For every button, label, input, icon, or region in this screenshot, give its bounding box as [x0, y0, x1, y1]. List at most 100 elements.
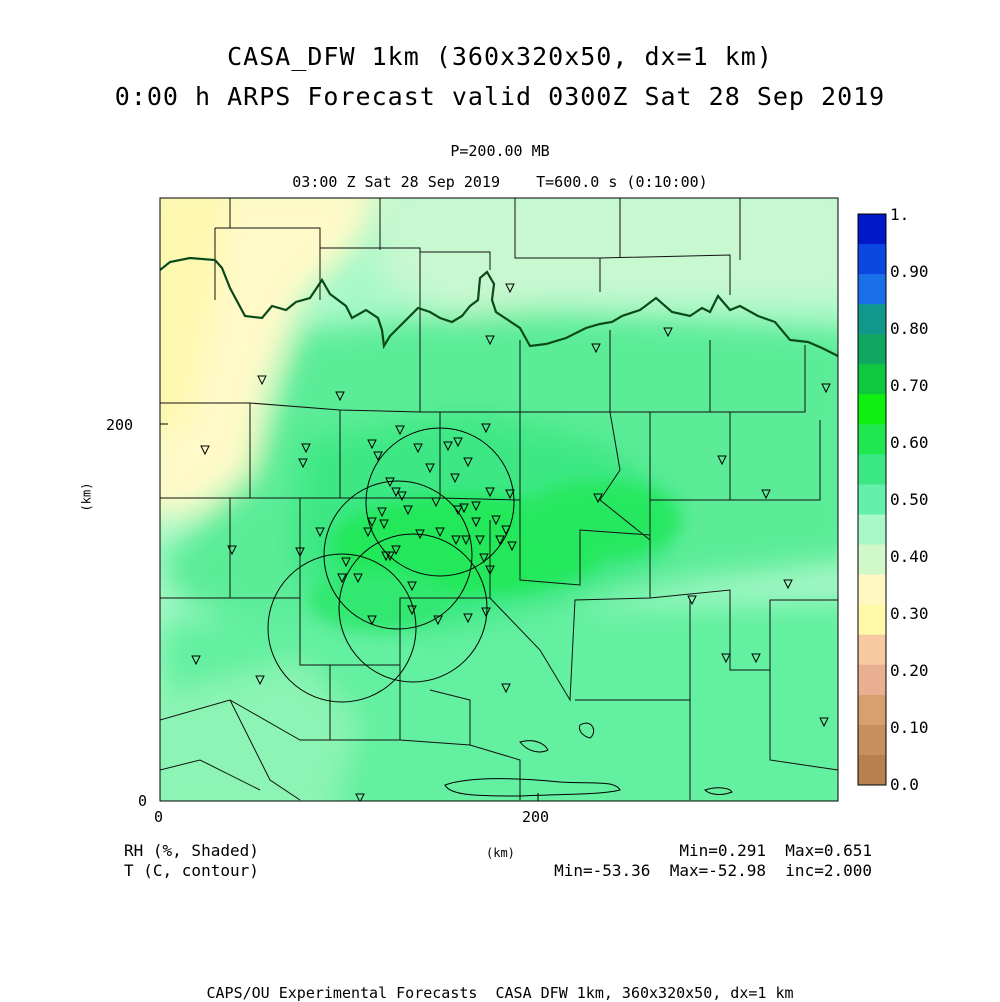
colorbar-label: 0.30 — [890, 604, 929, 623]
station-marker — [341, 557, 351, 568]
colorbar-swatch — [858, 334, 886, 365]
station-marker — [761, 489, 771, 500]
station-marker — [663, 327, 673, 338]
colorbar-swatch — [858, 424, 886, 455]
station-marker — [461, 535, 471, 546]
plot-title-line2: 0:00 h ARPS Forecast valid 0300Z Sat 28 … — [114, 82, 886, 111]
colorbar-label: 0.20 — [890, 661, 929, 680]
station-marker — [453, 505, 463, 516]
station-marker — [391, 545, 401, 556]
station-marker — [395, 425, 405, 436]
rh-stats: Min=0.291 Max=0.651 — [679, 841, 872, 860]
station-marker — [255, 675, 265, 686]
station-marker — [463, 457, 473, 468]
x-tick-200: 200 — [522, 808, 550, 826]
colorbar-swatch — [858, 634, 886, 666]
colorbar-label: 0.80 — [890, 319, 929, 338]
colorbar-swatch — [858, 514, 886, 546]
station-marker — [379, 519, 389, 530]
station-marker — [491, 515, 501, 526]
station-marker — [295, 547, 305, 558]
station-marker — [335, 391, 345, 402]
station-marker — [377, 507, 387, 518]
station-marker — [475, 535, 485, 546]
station-marker — [751, 653, 761, 664]
valid-time: 03:00 Z Sat 28 Sep 2019 T=600.0 s (0:10:… — [292, 173, 708, 191]
station-marker — [821, 383, 831, 394]
station-marker — [425, 463, 435, 474]
station-marker — [227, 545, 237, 556]
station-marker — [501, 683, 511, 694]
pressure-level: P=200.00 MB — [450, 142, 550, 160]
station-marker — [257, 375, 267, 386]
rh-shading — [160, 198, 838, 801]
y-tick-0: 0 — [138, 792, 148, 810]
colorbar-label: 0.50 — [890, 490, 929, 509]
station-marker — [363, 527, 373, 538]
colorbar — [857, 213, 887, 786]
station-marker — [593, 493, 603, 504]
station-marker — [353, 573, 363, 584]
colorbar-swatch — [858, 454, 886, 485]
station-marker — [495, 535, 505, 546]
lake-outlines — [444, 722, 733, 797]
station-marker — [485, 565, 495, 576]
colorbar-swatch — [858, 694, 886, 726]
map-frame — [159, 197, 839, 802]
station-marker — [471, 517, 481, 528]
colorbar-swatch — [858, 724, 886, 756]
station-marker — [355, 793, 365, 801]
colorbar-swatch — [858, 304, 886, 335]
station-marker — [381, 551, 391, 562]
colorbar-swatch — [858, 574, 886, 606]
axis-ticks — [160, 423, 539, 801]
colorbar-label: 0.90 — [890, 262, 929, 281]
colorbar-label: 0.40 — [890, 547, 929, 566]
station-marker — [191, 655, 201, 666]
station-marker — [397, 491, 407, 502]
station-marker — [717, 455, 727, 466]
colorbar-swatch — [858, 604, 886, 636]
colorbar-label: 0.70 — [890, 376, 929, 395]
station-marker — [485, 487, 495, 498]
station-marker — [367, 439, 377, 450]
colorbar-swatch — [858, 364, 886, 395]
station-marker — [783, 579, 793, 590]
colorbar-label: 0.0 — [890, 775, 919, 794]
station-marker — [367, 615, 377, 626]
station-marker — [415, 529, 425, 540]
station-marker — [591, 343, 601, 354]
station-marker — [451, 535, 461, 546]
station-marker — [301, 443, 311, 454]
county-boundaries — [160, 198, 838, 801]
station-marker — [385, 477, 395, 488]
x-tick-0: 0 — [154, 808, 164, 826]
colorbar-swatch — [858, 274, 886, 305]
station-marker — [463, 613, 473, 624]
station-marker — [443, 441, 453, 452]
colorbar-swatch — [858, 544, 886, 576]
colorbar-label: 0.60 — [890, 433, 929, 452]
station-marker — [337, 573, 347, 584]
colorbar-swatch — [858, 664, 886, 696]
station-marker — [479, 553, 489, 564]
station-marker — [505, 489, 515, 500]
station-marker — [507, 541, 517, 552]
plot-title-line1: CASA_DFW 1km (360x320x50, dx=1 km) — [227, 42, 773, 71]
station-marker — [315, 527, 325, 538]
station-marker — [450, 473, 460, 484]
colorbar-label: 1. — [890, 205, 910, 224]
footer-credit: CAPS/OU Experimental Forecasts CASA DFW … — [206, 984, 794, 1002]
colorbar-frame — [857, 213, 887, 786]
station-marker — [485, 335, 495, 346]
rh-field-label: RH (%, Shaded) — [124, 841, 259, 860]
station-marker — [501, 525, 511, 536]
colorbar-label: 0.10 — [890, 718, 929, 737]
t-field-label: T (C, contour) — [124, 861, 259, 880]
station-marker — [407, 605, 417, 616]
station-marker — [367, 517, 377, 528]
station-marker — [481, 423, 491, 434]
station-marker — [413, 443, 423, 454]
station-marker — [298, 458, 308, 469]
